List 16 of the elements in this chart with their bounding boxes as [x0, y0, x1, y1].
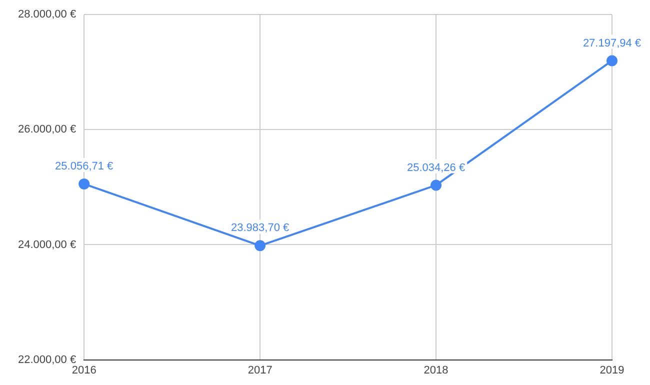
- x-tick-label: 2016: [72, 364, 96, 376]
- x-tick-label: 2018: [424, 364, 448, 376]
- point: [78, 178, 90, 190]
- x-tick-label: 2019: [600, 364, 624, 376]
- y-tick-label: 28.000,00 €: [18, 8, 76, 21]
- data-label: 25.056,71 €: [55, 160, 114, 172]
- y-tick-label: 22.000,00 €: [18, 354, 76, 366]
- data-label: 23.983,70 €: [231, 222, 290, 234]
- y-tick-label: 24.000,00 €: [18, 238, 76, 251]
- y-tick-label: 26.000,00 €: [18, 124, 76, 136]
- data-label: 27.197,94 €: [582, 37, 642, 50]
- x-tick-label: 2017: [248, 364, 272, 376]
- point: [606, 55, 618, 66]
- data-label: 25.034,26 €: [406, 162, 466, 174]
- point: [430, 180, 442, 191]
- point: [254, 240, 266, 252]
